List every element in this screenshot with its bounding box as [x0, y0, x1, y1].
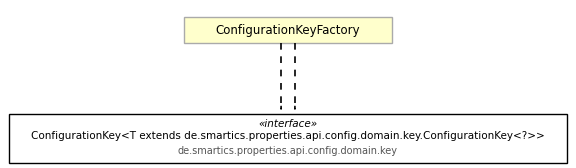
Bar	[184, 17, 392, 43]
Text: «interface»: «interface»	[259, 119, 317, 129]
Text: ConfigurationKey<T extends de.smartics.properties.api.config.domain.key.Configur: ConfigurationKey<T extends de.smartics.p…	[31, 131, 545, 141]
Bar	[9, 114, 567, 163]
Text: de.smartics.properties.api.config.domain.key: de.smartics.properties.api.config.domain…	[178, 146, 398, 156]
Text: ConfigurationKeyFactory: ConfigurationKeyFactory	[215, 24, 361, 37]
